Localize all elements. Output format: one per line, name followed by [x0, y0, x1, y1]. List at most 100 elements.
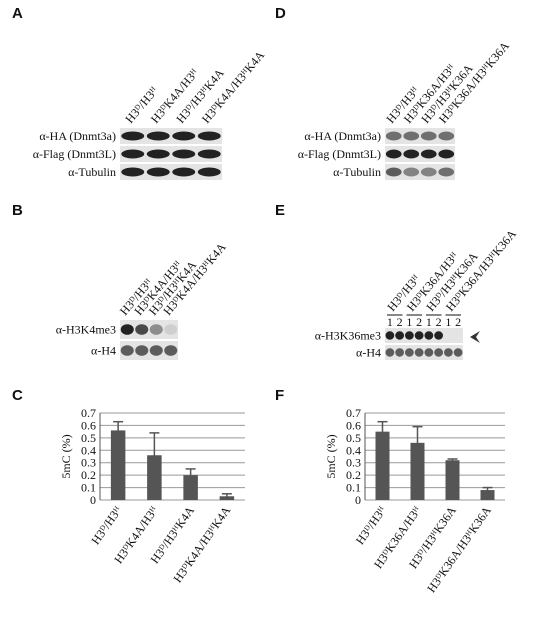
row-label: α-H3K36me3: [315, 329, 381, 343]
blot-band: [172, 149, 196, 159]
y-tick-label: 0.2: [81, 468, 96, 482]
panel-letter: B: [12, 202, 23, 219]
y-tick-label: 0.4: [346, 443, 361, 457]
sublane-label: 2: [397, 315, 403, 329]
blot-band: [121, 131, 145, 141]
y-tick-label: 0.6: [346, 418, 361, 432]
blot-band: [172, 131, 196, 141]
blot-band: [172, 167, 196, 177]
y-tick-label: 0.7: [346, 406, 361, 420]
blot-band: [420, 149, 437, 159]
blot-band: [164, 324, 178, 335]
blot-strip: [385, 345, 463, 360]
blot-band: [146, 131, 170, 141]
blot-band: [443, 348, 453, 357]
blot-band: [146, 149, 170, 159]
y-axis-label: 5mC (%): [324, 434, 338, 478]
blot-band: [438, 149, 455, 159]
row-label: α-Flag (Dnmt3L): [298, 147, 381, 161]
row-label: α-HA (Dnmt3a): [39, 129, 116, 143]
sublane-label: 2: [416, 315, 422, 329]
y-tick-label: 0.2: [346, 468, 361, 482]
y-axis-label: 5mC (%): [59, 434, 73, 478]
blot-band: [149, 324, 163, 335]
row-label: α-Tubulin: [68, 165, 116, 179]
blot-band: [121, 149, 145, 159]
blot-band: [414, 348, 424, 357]
blot-strip: [120, 164, 222, 180]
blot-band: [385, 167, 402, 177]
row-label: α-H4: [356, 346, 381, 360]
blot-band: [438, 167, 455, 177]
blot-band: [385, 131, 402, 141]
blot-strip: [120, 320, 178, 339]
arrowhead: [470, 331, 480, 343]
blot-band: [414, 331, 424, 340]
y-tick-label: 0.1: [81, 481, 96, 495]
blot-band: [135, 324, 149, 335]
bar: [375, 431, 390, 500]
blot-band: [120, 345, 134, 356]
blot-band: [385, 331, 395, 340]
blot-band: [434, 348, 444, 357]
blot-band: [420, 167, 437, 177]
y-tick-label: 0.1: [346, 481, 361, 495]
y-tick-label: 0.5: [346, 431, 361, 445]
blot-strip: [385, 128, 455, 144]
blot-band: [121, 167, 145, 177]
y-tick-label: 0.7: [81, 406, 96, 420]
bar: [183, 475, 198, 500]
blot-band: [404, 348, 414, 357]
blot-band: [385, 348, 395, 357]
row-label: α-HA (Dnmt3a): [304, 129, 381, 143]
y-tick-label: 0.5: [81, 431, 96, 445]
blot-band: [146, 167, 170, 177]
blot-band: [403, 149, 420, 159]
bar: [410, 442, 425, 500]
y-tick-label: 0.3: [81, 456, 96, 470]
row-label: α-Flag (Dnmt3L): [33, 147, 116, 161]
blot-strip: [385, 146, 455, 162]
blot-band: [197, 149, 221, 159]
bar: [110, 430, 126, 500]
y-tick-label: 0: [355, 493, 361, 507]
sublane-label: 1: [426, 315, 432, 329]
blot-band: [135, 345, 149, 356]
blot-strip: [120, 128, 222, 144]
blot-band: [424, 348, 434, 357]
blot-strip: [385, 164, 455, 180]
y-tick-label: 0.3: [346, 456, 361, 470]
blot-band: [424, 331, 434, 340]
sublane-label: 1: [445, 315, 451, 329]
blot-band: [149, 345, 163, 356]
blot-band: [403, 131, 420, 141]
blot-band: [197, 131, 221, 141]
panel-letter: D: [275, 5, 286, 22]
blot-band: [453, 348, 463, 357]
row-label: α-H4: [91, 344, 116, 358]
blot-band: [395, 348, 405, 357]
blot-strip: [120, 341, 178, 360]
sublane-label: 2: [455, 315, 461, 329]
blot-strip: [385, 328, 463, 343]
blot-band: [438, 131, 455, 141]
blot-strip: [120, 146, 222, 162]
x-tick-label: H3ᴰ/H3ᴴ: [353, 503, 390, 547]
x-tick-label: H3ᴰK36A/H3ᴴK36A: [424, 503, 494, 595]
x-tick-label: H3ᴰ/H3ᴴ: [88, 503, 125, 547]
bar: [480, 490, 495, 500]
blot-band: [120, 324, 134, 335]
sublane-label: 1: [406, 315, 412, 329]
blot-band: [197, 167, 221, 177]
panel-letter: A: [12, 5, 23, 22]
panel-letter: E: [275, 202, 285, 219]
row-label: α-Tubulin: [333, 165, 381, 179]
row-label: α-H3K4me3: [56, 323, 116, 337]
blot-band: [385, 149, 402, 159]
blot-band: [420, 131, 437, 141]
panel-letter: C: [12, 387, 23, 404]
blot-band: [395, 331, 405, 340]
blot-band: [434, 331, 444, 340]
blot-band: [164, 345, 178, 356]
